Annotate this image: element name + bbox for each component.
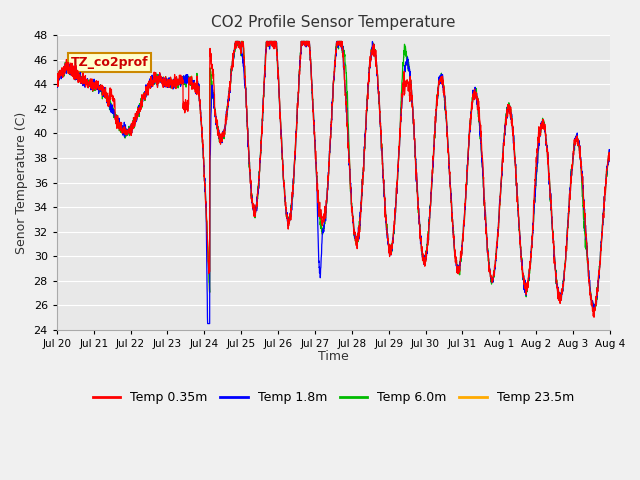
Y-axis label: Senor Temperature (C): Senor Temperature (C) <box>15 111 28 253</box>
Legend: Temp 0.35m, Temp 1.8m, Temp 6.0m, Temp 23.5m: Temp 0.35m, Temp 1.8m, Temp 6.0m, Temp 2… <box>88 386 579 409</box>
Text: TZ_co2prof: TZ_co2prof <box>70 56 148 69</box>
Title: CO2 Profile Sensor Temperature: CO2 Profile Sensor Temperature <box>211 15 456 30</box>
X-axis label: Time: Time <box>318 350 349 363</box>
